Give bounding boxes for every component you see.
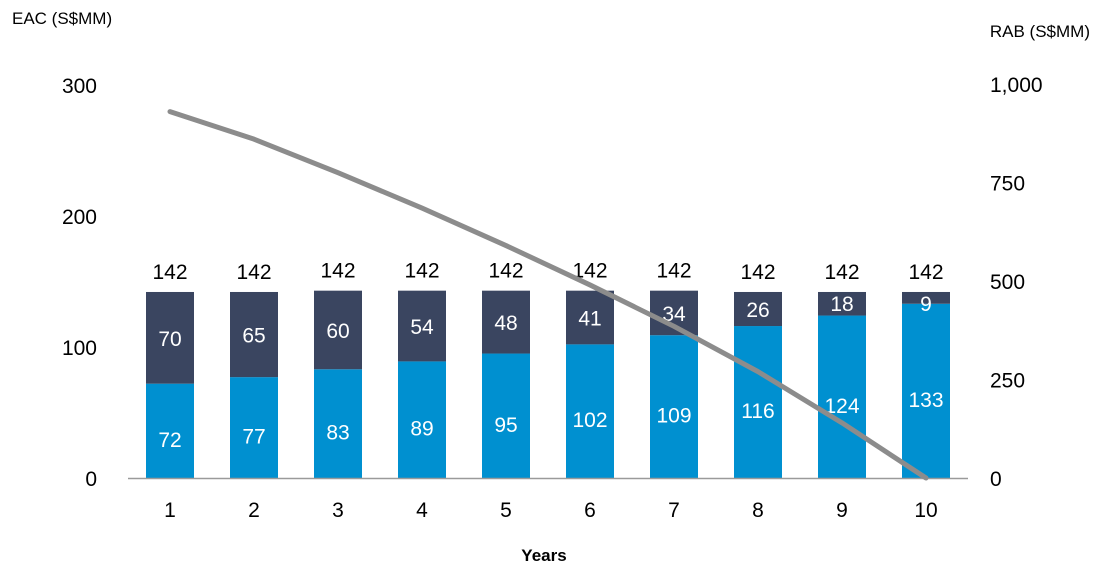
data-label-lower-1: 72: [158, 429, 181, 452]
y-tick-right-250: 250: [990, 370, 1025, 393]
total-label-4: 142: [404, 260, 439, 283]
data-label-lower-10: 133: [908, 389, 943, 412]
bar-segment-lower-3: [314, 369, 362, 478]
bar-segment-upper-4: [398, 290, 446, 362]
y-tick-left-0: 0: [85, 468, 97, 491]
bar-segment-lower-8: [734, 326, 782, 478]
bar-segment-upper-3: [314, 290, 362, 370]
y-tick-left-200: 200: [62, 206, 97, 229]
data-label-upper-4: 54: [410, 316, 434, 339]
y-tick-left-300: 300: [62, 75, 97, 98]
total-label-1: 142: [152, 261, 187, 284]
y-tick-right-1000: 1,000: [990, 74, 1043, 97]
data-label-lower-3: 83: [326, 422, 349, 445]
x-tick-5: 5: [500, 499, 512, 522]
total-label-9: 142: [824, 261, 859, 284]
bar-segment-lower-6: [566, 344, 614, 478]
x-tick-9: 9: [836, 499, 848, 522]
data-label-upper-8: 26: [746, 299, 769, 322]
data-label-upper-9: 18: [830, 293, 853, 316]
total-label-8: 142: [740, 261, 775, 284]
bar-segment-upper-9: [818, 291, 866, 316]
data-label-lower-4: 89: [410, 418, 433, 441]
x-tick-1: 1: [164, 499, 176, 522]
bar-segment-lower-2: [230, 377, 278, 478]
bar-segment-lower-5: [482, 353, 530, 478]
bar-segment-upper-10: [902, 291, 950, 304]
y-tick-right-0: 0: [990, 468, 1002, 491]
bar-segment-upper-1: [146, 291, 194, 384]
data-label-upper-3: 60: [326, 320, 349, 343]
y-tick-right-750: 750: [990, 173, 1025, 196]
x-axis-title: Years: [521, 546, 566, 565]
y-axis-left-title: EAC (S$MM): [12, 9, 112, 28]
bar-segment-upper-8: [734, 291, 782, 327]
data-label-lower-6: 102: [572, 409, 607, 432]
x-tick-3: 3: [332, 499, 344, 522]
data-label-upper-5: 48: [494, 312, 517, 335]
bar-segment-lower-4: [398, 361, 446, 478]
rab-line: [167, 109, 929, 481]
data-label-lower-5: 95: [494, 414, 517, 437]
bar-segment-upper-5: [482, 290, 530, 354]
total-label-3: 142: [320, 260, 355, 283]
data-label-upper-2: 65: [242, 325, 265, 348]
y-tick-left-100: 100: [62, 337, 97, 360]
data-label-lower-7: 109: [656, 405, 691, 428]
data-label-upper-7: 34: [662, 303, 686, 326]
data-label-lower-8: 116: [741, 400, 774, 423]
x-tick-7: 7: [668, 499, 680, 522]
bar-segment-lower-1: [146, 383, 194, 478]
data-label-upper-1: 70: [158, 328, 181, 351]
total-label-2: 142: [236, 261, 271, 284]
total-label-6: 142: [572, 260, 607, 283]
bar-segment-lower-9: [818, 315, 866, 478]
bar-segment-upper-6: [566, 290, 614, 345]
bar-segment-lower-10: [902, 303, 950, 478]
x-tick-2: 2: [248, 499, 260, 522]
data-label-upper-6: 41: [578, 308, 601, 331]
data-label-lower-2: 77: [242, 426, 265, 449]
bar-segment-lower-7: [650, 335, 698, 478]
x-tick-6: 6: [584, 499, 596, 522]
x-tick-8: 8: [752, 499, 764, 522]
y-tick-right-500: 500: [990, 271, 1025, 294]
total-label-5: 142: [488, 260, 523, 283]
data-label-upper-10: 9: [920, 293, 932, 316]
x-tick-10: 10: [914, 499, 937, 522]
bar-segment-upper-2: [230, 291, 278, 378]
total-label-10: 142: [908, 261, 943, 284]
data-label-lower-9: 124: [824, 395, 859, 418]
y-axis-right-title: RAB (S$MM): [990, 22, 1090, 41]
x-tick-4: 4: [416, 499, 428, 522]
total-label-7: 142: [656, 260, 691, 283]
